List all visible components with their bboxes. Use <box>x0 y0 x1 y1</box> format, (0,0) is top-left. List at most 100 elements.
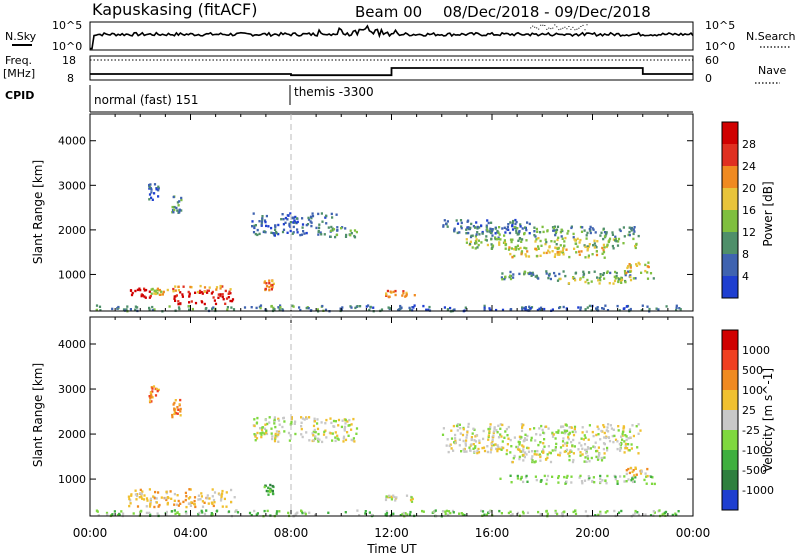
power-cell <box>480 224 483 227</box>
colorbar-swatch <box>722 188 738 210</box>
velocity-cell <box>300 427 303 431</box>
power-cell <box>215 286 219 289</box>
velocity-cell <box>283 420 286 423</box>
velocity-cell <box>565 423 568 426</box>
power-cell <box>512 276 515 279</box>
power-cell <box>230 306 233 309</box>
power-cell <box>339 307 342 310</box>
velocity-cell <box>463 450 466 453</box>
power-cell <box>503 277 506 281</box>
velocity-cell <box>171 413 174 417</box>
velocity-cell <box>187 502 191 505</box>
power-cell <box>449 306 452 310</box>
power-cell <box>199 284 202 288</box>
power-cell <box>490 237 493 240</box>
power-cell <box>404 295 407 298</box>
power-cell <box>289 229 292 233</box>
power-cell <box>258 220 261 223</box>
power-cell <box>485 224 488 227</box>
velocity-cell <box>645 482 648 485</box>
velocity-cell <box>472 447 475 450</box>
velocity-cell <box>624 434 627 437</box>
power-cell <box>601 307 604 310</box>
velocity-cell <box>492 435 495 439</box>
power-cell <box>213 299 216 302</box>
velocity-cell <box>341 419 344 422</box>
power-ylabel: Slant Range [km] <box>31 160 45 264</box>
velocity-cell <box>624 442 627 446</box>
velocity-cell <box>171 415 174 419</box>
velocity-cell <box>631 480 635 484</box>
velocity-cell <box>404 514 407 517</box>
velocity-cell <box>277 417 280 421</box>
velocity-cell <box>584 456 587 459</box>
power-cell <box>177 289 180 292</box>
velocity-cell <box>539 512 542 516</box>
power-cell <box>301 217 304 220</box>
velocity-cell <box>141 497 144 500</box>
power-cell <box>496 229 499 233</box>
velocity-cell <box>619 475 622 478</box>
power-cell <box>177 302 180 306</box>
velocity-cell <box>518 435 521 438</box>
velocity-cell <box>329 432 332 435</box>
power-cell <box>453 227 456 230</box>
velocity-cell <box>562 437 565 440</box>
velocity-cell <box>637 513 640 517</box>
velocity-cell <box>509 438 512 442</box>
velocity-cell <box>595 433 598 437</box>
power-cell <box>608 237 612 240</box>
power-cell <box>456 231 459 235</box>
power-cell <box>478 226 481 229</box>
power-cell <box>632 228 635 231</box>
velocity-cell <box>609 424 612 427</box>
velocity-cell <box>519 437 522 440</box>
power-cell <box>534 275 537 278</box>
velocity-cell <box>176 511 179 514</box>
power-cell <box>553 240 556 243</box>
power-cell <box>511 255 514 259</box>
power-cell <box>148 183 151 187</box>
power-cell <box>307 216 310 220</box>
velocity-cell <box>149 391 153 394</box>
velocity-cell <box>311 432 314 435</box>
velocity-cell <box>563 450 566 453</box>
power-cell <box>273 232 276 235</box>
power-cell <box>566 232 569 235</box>
velocity-cell <box>622 425 625 428</box>
power-cell <box>579 238 582 242</box>
power-cell <box>518 272 521 276</box>
power-cell <box>634 277 637 280</box>
velocity-cell <box>561 512 564 516</box>
velocity-cell <box>547 427 550 430</box>
power-cell <box>497 236 500 239</box>
power-cell <box>572 236 575 239</box>
velocity-cell <box>450 437 454 440</box>
velocity-cell <box>624 447 627 450</box>
velocity-cell <box>358 514 361 517</box>
velocity-cell <box>599 474 602 478</box>
velocity-cell <box>593 446 596 449</box>
power-cell <box>467 227 470 231</box>
velocity-cell <box>481 510 485 513</box>
power-cell <box>647 265 650 269</box>
velocity-cell <box>636 446 639 449</box>
velocity-cell <box>197 512 200 516</box>
power-cell <box>399 304 402 308</box>
velocity-cell <box>148 488 151 491</box>
power-cell <box>350 232 353 235</box>
power-cell <box>528 305 531 308</box>
power-cell <box>535 254 538 258</box>
power-cell <box>203 286 207 289</box>
power-cell <box>529 307 532 310</box>
velocity-cell <box>225 491 228 494</box>
velocity-cell <box>526 511 530 514</box>
velocity-cell <box>344 422 347 425</box>
power-cell <box>545 240 548 244</box>
power-cell <box>603 277 606 280</box>
power-cell <box>539 239 542 243</box>
power-cell <box>568 255 571 259</box>
velocity-cell <box>602 442 606 445</box>
power-cell <box>446 225 449 228</box>
